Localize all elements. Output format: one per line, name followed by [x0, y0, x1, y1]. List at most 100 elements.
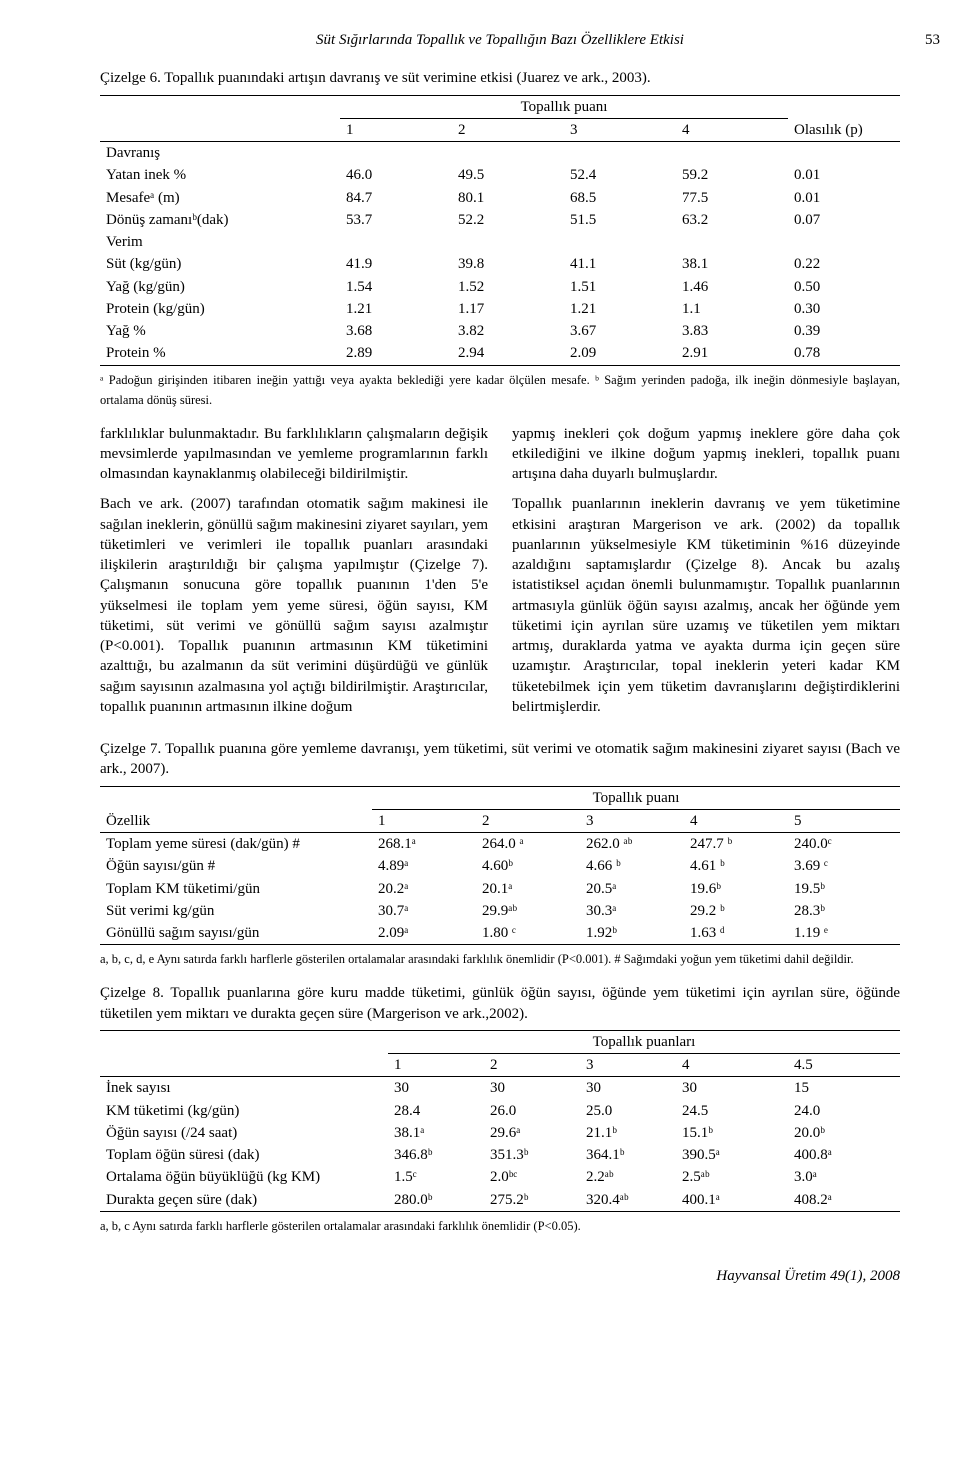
table-cell: 3.83: [676, 320, 788, 342]
table8: Topallık puanları 1 2 3 4 4.5 İnek sayıs…: [100, 1030, 900, 1212]
table-cell: Yağ %: [100, 320, 340, 342]
table7: Topallık puanı Özellik 1 2 3 4 5 Toplam …: [100, 786, 900, 946]
t8-h1: 1: [388, 1054, 484, 1077]
table-cell: 29.9ᵃᵇ: [476, 900, 580, 922]
table-cell: İnek sayısı: [100, 1077, 388, 1100]
table-cell: 3.0ᵃ: [788, 1166, 900, 1188]
table-cell: 30: [484, 1077, 580, 1100]
t6-h5: Olasılık (p): [788, 118, 900, 141]
table-cell: Verim: [100, 231, 340, 253]
table-cell: 19.5ᵇ: [788, 878, 900, 900]
table-cell: 20.0ᵇ: [788, 1122, 900, 1144]
table-cell: 21.1ᵇ: [580, 1122, 676, 1144]
table-cell: 25.0: [580, 1100, 676, 1122]
table-cell: 351.3ᵇ: [484, 1144, 580, 1166]
table-cell: 29.2 ᵇ: [684, 900, 788, 922]
table-cell: 3.82: [452, 320, 564, 342]
table-cell: 1.54: [340, 276, 452, 298]
table-cell: 30: [676, 1077, 788, 1100]
para1: farklılıklar bulunmaktadır. Bu farklılık…: [100, 424, 488, 485]
table-cell: 247.7 ᵇ: [684, 833, 788, 856]
table-cell: 84.7: [340, 187, 452, 209]
table-cell: 280.0ᵇ: [388, 1189, 484, 1212]
running-header: Süt Sığırlarında Topallık ve Topallığın …: [100, 30, 900, 50]
table-cell: 1.80 ᶜ: [476, 922, 580, 945]
body-text: farklılıklar bulunmaktadır. Bu farklılık…: [100, 424, 900, 728]
table-cell: 3.69 ᶜ: [788, 855, 900, 877]
table-cell: 0.39: [788, 320, 900, 342]
table-cell: 38.1ᵃ: [388, 1122, 484, 1144]
t7-h0: Özellik: [100, 809, 372, 832]
table-cell: 1.21: [340, 298, 452, 320]
t6-h2: 2: [452, 118, 564, 141]
running-title: Süt Sığırlarında Topallık ve Topallığın …: [316, 32, 684, 48]
t7-h4: 4: [684, 809, 788, 832]
table-cell: [452, 231, 564, 253]
table8-spanner: Topallık puanları: [388, 1030, 900, 1053]
table-cell: [676, 142, 788, 165]
t8-h4: 4: [676, 1054, 788, 1077]
table-cell: 26.0: [484, 1100, 580, 1122]
table-cell: Gönüllü sağım sayısı/gün: [100, 922, 372, 945]
table-cell: 52.2: [452, 209, 564, 231]
table-cell: 1.46: [676, 276, 788, 298]
table-cell: 3.67: [564, 320, 676, 342]
table6-caption: Çizelge 6. Topallık puanındaki artışın d…: [100, 68, 900, 88]
table-cell: 364.1ᵇ: [580, 1144, 676, 1166]
table-cell: 51.5: [564, 209, 676, 231]
table6: Topallık puanı 1 2 3 4 Olasılık (p) Davr…: [100, 95, 900, 366]
table-cell: Toplam yeme süresi (dak/gün) #: [100, 833, 372, 856]
table-cell: 2.2ᵃᵇ: [580, 1166, 676, 1188]
table-cell: Durakta geçen süre (dak): [100, 1189, 388, 1212]
table-cell: 30: [388, 1077, 484, 1100]
t7-h1: 1: [372, 809, 476, 832]
table-cell: 41.9: [340, 253, 452, 275]
t7-h2: 2: [476, 809, 580, 832]
table-cell: 2.94: [452, 342, 564, 365]
table-cell: 1.63 ᵈ: [684, 922, 788, 945]
table-cell: Davranış: [100, 142, 340, 165]
table-cell: 0.07: [788, 209, 900, 231]
t8-h5: 4.5: [788, 1054, 900, 1077]
table-cell: 59.2: [676, 164, 788, 186]
table-cell: Toplam KM tüketimi/gün: [100, 878, 372, 900]
t6-h0: [100, 118, 340, 141]
table6-footnote: ᵃ Padoğun girişinden itibaren ineğin yat…: [100, 370, 900, 410]
table-cell: 264.0 ᵃ: [476, 833, 580, 856]
table-cell: 20.1ᵃ: [476, 878, 580, 900]
table-cell: 28.3ᵇ: [788, 900, 900, 922]
table-cell: 52.4: [564, 164, 676, 186]
table-cell: Öğün sayısı (/24 saat): [100, 1122, 388, 1144]
table-cell: 19.6ᵇ: [684, 878, 788, 900]
table-cell: 29.6ᵃ: [484, 1122, 580, 1144]
table-cell: 46.0: [340, 164, 452, 186]
table-cell: 0.50: [788, 276, 900, 298]
table-cell: 1.51: [564, 276, 676, 298]
table-cell: 0.01: [788, 187, 900, 209]
table-cell: 2.09ᵃ: [372, 922, 476, 945]
table-cell: 4.60ᵇ: [476, 855, 580, 877]
table-cell: 1.52: [452, 276, 564, 298]
table-cell: Dönüş zamanıᵇ(dak): [100, 209, 340, 231]
table-cell: 1.5ᶜ: [388, 1166, 484, 1188]
t7-h5: 5: [788, 809, 900, 832]
table-cell: 1.17: [452, 298, 564, 320]
table-cell: 2.91: [676, 342, 788, 365]
table-cell: 346.8ᵇ: [388, 1144, 484, 1166]
table-cell: 68.5: [564, 187, 676, 209]
table-cell: 262.0 ᵃᵇ: [580, 833, 684, 856]
table-cell: 2.0ᵇᶜ: [484, 1166, 580, 1188]
table-cell: [340, 231, 452, 253]
table7-footnote: a, b, c, d, e Aynı satırda farklı harfle…: [100, 949, 900, 969]
table-cell: 240.0ᶜ: [788, 833, 900, 856]
table-cell: 2.5ᵃᵇ: [676, 1166, 788, 1188]
table-cell: 1.92ᵇ: [580, 922, 684, 945]
table-cell: 28.4: [388, 1100, 484, 1122]
table-cell: 400.1ᵃ: [676, 1189, 788, 1212]
table-cell: Ortalama öğün büyüklüğü (kg KM): [100, 1166, 388, 1188]
table-cell: [452, 142, 564, 165]
table-cell: Yağ (kg/gün): [100, 276, 340, 298]
table-cell: 15.1ᵇ: [676, 1122, 788, 1144]
table-cell: 0.78: [788, 342, 900, 365]
table-cell: 53.7: [340, 209, 452, 231]
